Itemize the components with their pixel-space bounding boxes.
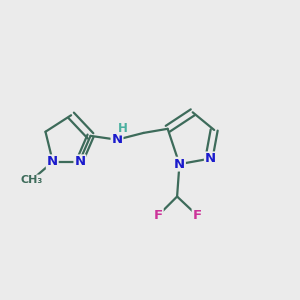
Text: CH₃: CH₃ (20, 175, 43, 185)
Text: N: N (112, 133, 123, 146)
Text: N: N (47, 155, 58, 168)
Text: N: N (174, 158, 185, 171)
Text: H: H (117, 122, 127, 135)
Text: N: N (205, 152, 216, 165)
Text: F: F (193, 209, 202, 222)
Text: N: N (74, 155, 86, 168)
Text: F: F (154, 209, 163, 222)
